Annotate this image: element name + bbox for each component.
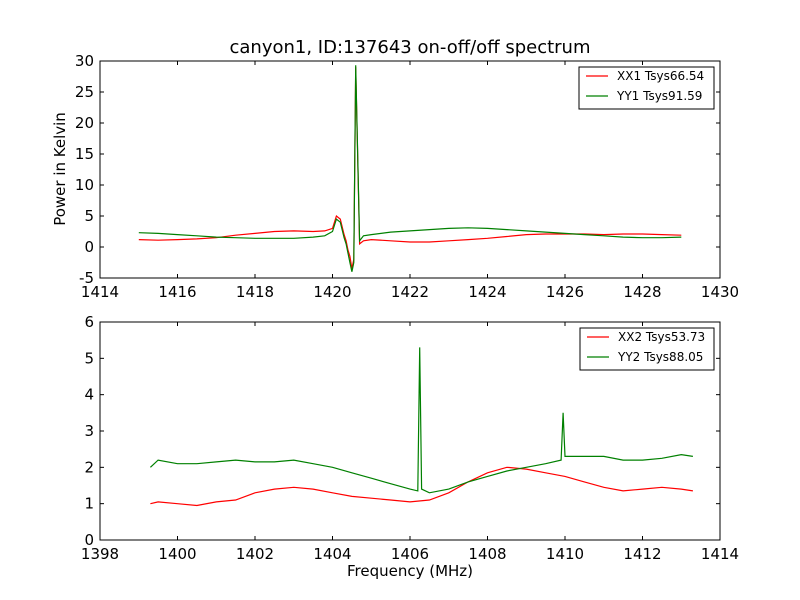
x-tick-label-0-0: 1414 [81, 283, 119, 301]
x-tick-label-1-5: 1408 [468, 545, 506, 563]
series-line-0-1 [138, 65, 682, 272]
x-tick-label-1-4: 1406 [391, 545, 429, 563]
y-tick-label-0-2: 5 [84, 207, 94, 225]
x-tick-label-0-1: 1416 [158, 283, 196, 301]
y-tick-label-1-3: 3 [84, 422, 94, 440]
y-tick-label-1-1: 1 [84, 495, 94, 513]
legend-label-0-1: YY1 Tsys91.59 [616, 89, 702, 103]
x-tick-label-1-3: 1404 [313, 545, 351, 563]
x-tick-label-0-5: 1424 [468, 283, 506, 301]
y-tick-label-0-4: 15 [75, 145, 94, 163]
y-tick-label-1-2: 2 [84, 458, 94, 476]
top-panel: 1414 1416 1418 1420 1422 1424 1426 1428 1430 -5 0 5… [75, 52, 739, 301]
legend-label-1-0: XX2 Tsys53.73 [618, 330, 705, 344]
y-tick-label-0-3: 10 [75, 176, 94, 194]
legend-label-1-1: YY2 Tsys88.05 [617, 350, 703, 364]
y-tick-label-1-6: 6 [84, 313, 94, 331]
y-tick-label-0-1: 0 [84, 238, 94, 256]
x-axis-label-bottom: Frequency (MHz) [347, 562, 473, 580]
x-tick-label-1-2: 1402 [236, 545, 274, 563]
x-tick-label-0-2: 1418 [236, 283, 274, 301]
y-tick-label-0-0: -5 [79, 269, 94, 287]
legend-1: XX2 Tsys53.73 YY2 Tsys88.05 [579, 327, 715, 371]
legend-box-1 [579, 327, 715, 371]
legend-label-0-0: XX1 Tsys66.54 [617, 69, 704, 83]
legend-box-0 [578, 66, 715, 110]
y-tick-label-1-4: 4 [84, 386, 94, 404]
x-tick-label-0-4: 1422 [391, 283, 429, 301]
series-line-1-0 [150, 466, 693, 507]
x-tick-label-0-3: 1420 [313, 283, 351, 301]
legend-0: XX1 Tsys66.54 YY1 Tsys91.59 [578, 66, 715, 110]
x-tick-label-0-7: 1428 [623, 283, 661, 301]
y-axis-label-top: Power in Kelvin [51, 112, 69, 226]
x-tick-label-1-1: 1400 [158, 545, 196, 563]
x-tick-label-1-8: 1414 [701, 545, 739, 563]
x-tick-label-1-0: 1398 [81, 545, 119, 563]
x-tick-label-1-7: 1412 [623, 545, 661, 563]
chart-title-top: canyon1, ID:137643 on-off/off spectrum [229, 37, 590, 58]
y-tick-label-0-5: 20 [75, 114, 94, 132]
series-line-1-1 [149, 347, 693, 494]
y-tick-label-1-5: 5 [84, 349, 94, 367]
y-tick-label-1-0: 0 [84, 531, 94, 549]
bottom-panel: 1398 1400 1402 1404 1406 1408 1410 1412 1414 0 1 2 3… [81, 313, 739, 563]
y-tick-label-0-7: 30 [75, 52, 94, 70]
x-tick-label-0-8: 1430 [701, 283, 739, 301]
x-tick-label-0-6: 1426 [546, 283, 584, 301]
x-tick-label-1-6: 1410 [546, 545, 584, 563]
y-tick-label-0-6: 25 [75, 83, 94, 101]
